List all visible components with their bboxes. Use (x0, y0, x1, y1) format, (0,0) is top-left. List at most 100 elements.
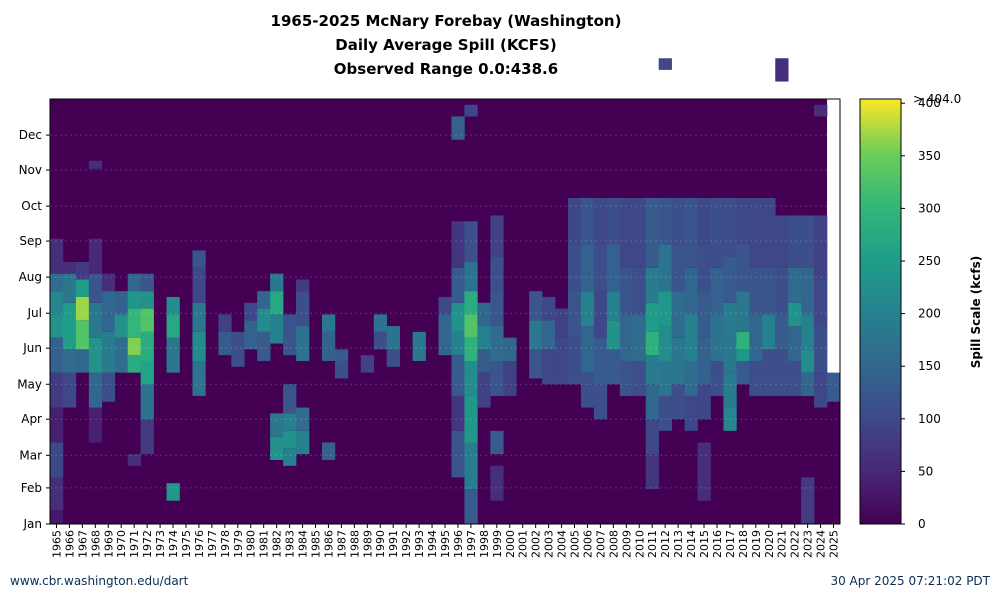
heat-cell-1972 (140, 331, 154, 361)
heat-cell-2008 (606, 244, 621, 292)
heat-cell-1996 (451, 267, 465, 303)
y-tick-label: Jun (22, 341, 42, 355)
heat-cell-2014 (684, 197, 698, 268)
x-tick-label: 2022 (789, 530, 802, 558)
unobserved-region (827, 99, 840, 385)
heat-cell-1981 (257, 331, 271, 361)
x-tick-label: 1990 (374, 530, 387, 558)
heat-cell-2018 (736, 291, 750, 332)
heat-cell-2011 (645, 331, 659, 356)
heat-cell-2018 (736, 349, 750, 361)
heat-cell-1966 (62, 302, 77, 350)
x-tick-label: 1966 (63, 530, 76, 558)
heat-cell-1982 (270, 413, 284, 437)
heat-cell-2020 (762, 267, 776, 315)
heat-cell-1968 (88, 273, 103, 303)
source-url-link[interactable]: www.cbr.washington.edu/dart (10, 574, 189, 588)
heat-cell-2015 (697, 384, 711, 420)
x-tick-label: 1968 (89, 530, 102, 558)
x-tick-label: 1971 (128, 530, 141, 558)
heat-cell-1999 (490, 465, 504, 501)
heat-cell-1997 (464, 221, 478, 263)
heat-cell-1971 (127, 355, 141, 373)
heat-cell-1997 (464, 314, 478, 338)
heat-cell-2016 (710, 267, 724, 315)
heat-cell-2019 (749, 360, 763, 396)
x-tick-label: 2010 (633, 530, 646, 558)
heat-cell-1986 (321, 442, 336, 460)
heat-cell-1965 (50, 442, 64, 478)
heat-cell-1972 (140, 419, 154, 455)
heat-cell-2017 (723, 197, 737, 257)
heat-cell-2024 (814, 104, 828, 117)
heat-cell-1996 (451, 355, 465, 396)
heat-cell-1967 (75, 279, 90, 297)
heat-cell-2023 (801, 349, 815, 373)
heat-cell-1967 (75, 296, 90, 321)
heat-cell-2007 (593, 337, 608, 385)
heat-cell-1996 (451, 331, 465, 356)
heat-cell-2021 (775, 58, 789, 82)
x-tick-label: 1973 (154, 530, 167, 558)
heat-cell-1972 (140, 291, 154, 309)
heat-cell-2009 (619, 360, 634, 396)
heat-cell-1997 (464, 442, 478, 490)
heat-cell-1984 (296, 279, 310, 292)
chart-subtitle-spill: Daily Average Spill (KCFS) (335, 36, 557, 54)
x-tick-label: 2007 (594, 530, 607, 558)
x-tick-label: 2014 (685, 530, 698, 558)
heat-cell-2017 (723, 302, 737, 338)
heat-cell-1997 (464, 360, 478, 396)
heat-cell-1998 (477, 372, 491, 408)
colorbar-tick-label: 150 (918, 359, 941, 373)
heat-cell-1987 (334, 349, 349, 361)
heat-cell-1980 (244, 302, 258, 321)
heat-cell-1978 (218, 314, 232, 332)
x-tick-label: 1991 (387, 530, 400, 558)
heat-cell-1999 (490, 256, 504, 292)
heat-cell-2008 (606, 197, 621, 245)
heat-cell-1999 (490, 360, 504, 396)
heat-cell-2008 (606, 320, 621, 350)
heat-cell-1965 (50, 510, 64, 524)
heat-cell-2012 (658, 291, 672, 327)
colorbar-tick-label: 350 (918, 149, 941, 163)
x-tick-label: 2008 (607, 530, 620, 558)
heat-cell-1995 (438, 296, 452, 315)
x-tick-label: 2019 (750, 530, 763, 558)
heat-cell-1965 (50, 291, 64, 315)
heat-cell-1967 (75, 262, 90, 280)
x-tick-label: 1998 (478, 530, 491, 558)
x-tick-label: 2025 (828, 530, 841, 558)
heat-cell-1984 (296, 326, 310, 361)
heat-cell-1996 (451, 430, 465, 478)
heat-cell-1995 (438, 314, 452, 356)
heat-cell-2006 (580, 197, 595, 245)
heat-cell-1967 (75, 320, 90, 350)
heat-cell-1986 (321, 331, 336, 361)
heat-cell-1996 (451, 116, 465, 140)
heat-cell-2013 (671, 197, 685, 245)
colorbar-tick-label: 100 (918, 412, 941, 426)
heat-cell-2016 (710, 197, 724, 268)
heat-cell-1999 (490, 291, 504, 327)
y-tick-label: Jan (23, 517, 43, 531)
x-tick-label: 1995 (439, 530, 452, 558)
heat-cell-2018 (736, 331, 750, 350)
colorbar-tick-label: 0 (918, 517, 926, 531)
heat-cell-2011 (645, 267, 659, 303)
heat-cell-2005 (568, 337, 582, 385)
heat-cell-2022 (788, 302, 802, 327)
heat-cell-1966 (62, 273, 77, 303)
heat-cell-2004 (555, 337, 569, 385)
heat-cell-2003 (542, 349, 556, 385)
heat-cell-1966 (62, 349, 77, 373)
generated-timestamp: 30 Apr 2025 07:21:02 PDT (830, 574, 990, 588)
heat-cell-1996 (451, 302, 465, 332)
heat-cell-1966 (62, 262, 77, 274)
heat-cell-1971 (127, 273, 141, 292)
heat-cell-1968 (88, 238, 103, 274)
x-tick-label: 1967 (76, 530, 89, 558)
heat-cell-2014 (684, 314, 698, 361)
